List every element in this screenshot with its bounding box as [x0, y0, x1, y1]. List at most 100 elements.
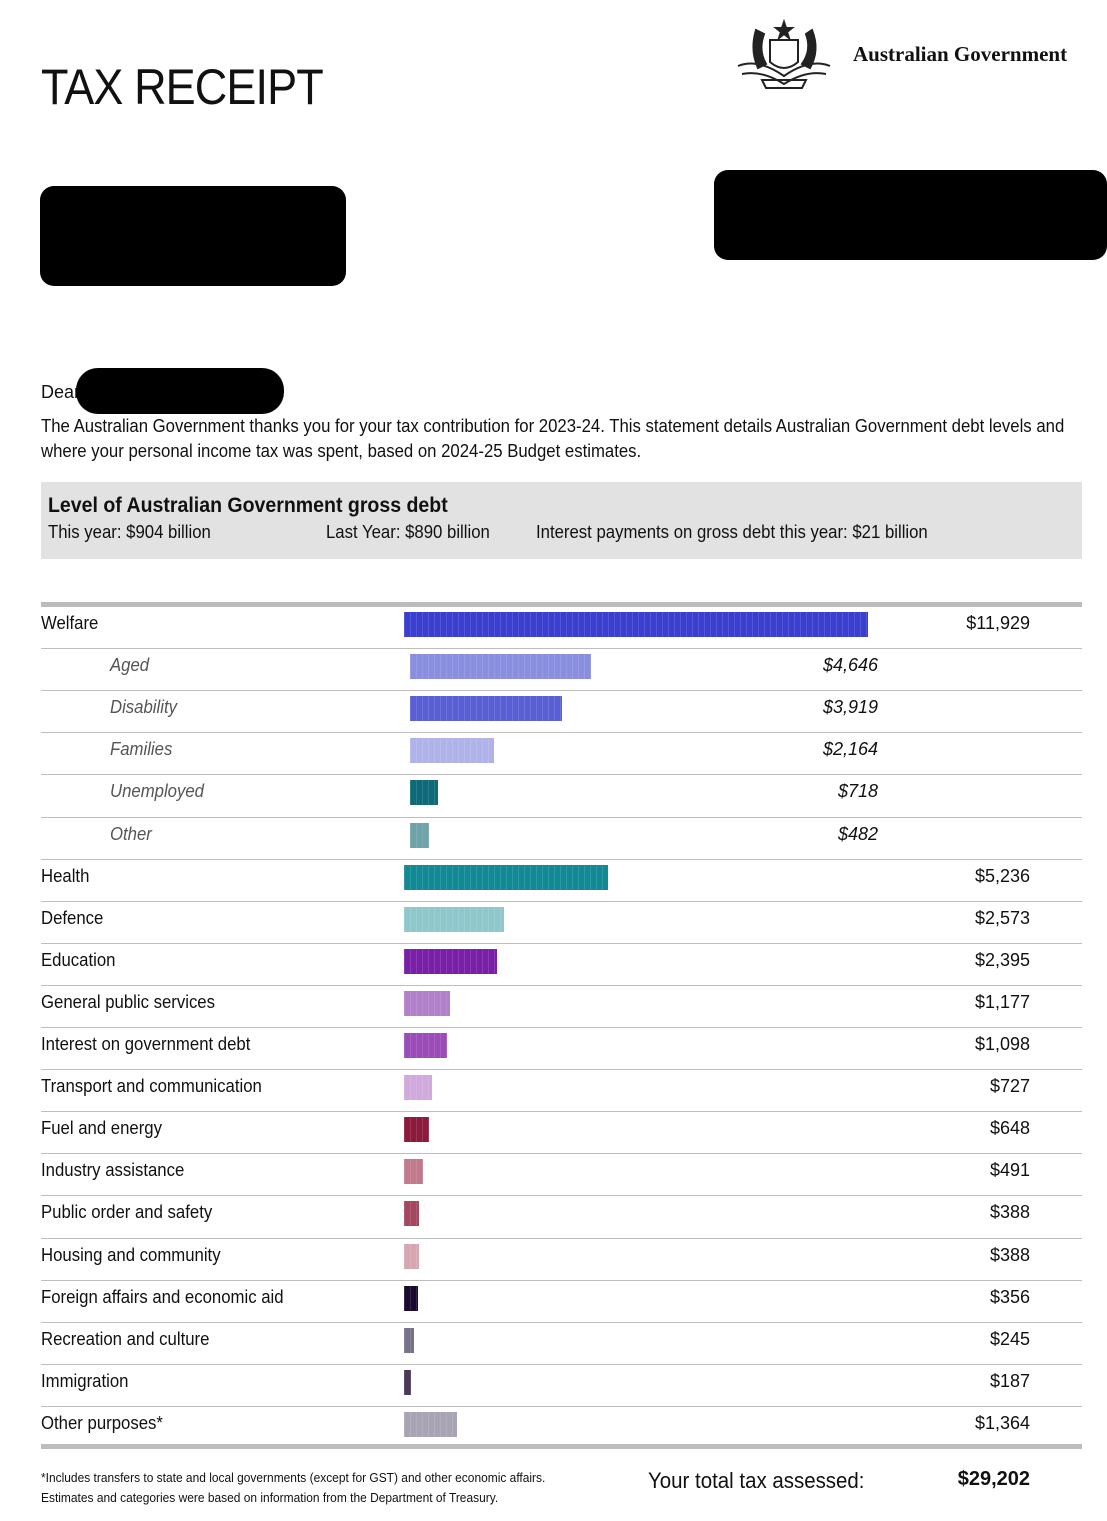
row-label: Recreation and culture	[41, 1328, 210, 1349]
row-label: Fuel and energy	[41, 1118, 162, 1139]
row-divider	[41, 690, 1082, 692]
row-amount: $1,098	[974, 1034, 1030, 1054]
row-divider	[41, 1279, 1082, 1281]
row-label: Welfare	[41, 613, 99, 633]
row-divider	[41, 648, 1082, 650]
row-divider	[41, 1363, 1082, 1365]
row-amount: $5,236	[974, 865, 1030, 886]
title: TAX RECEIPT	[41, 59, 324, 115]
row-amount: $1,177	[974, 991, 1030, 1012]
row-amount: $4,646	[822, 655, 878, 676]
row-amount: $491	[989, 1160, 1030, 1181]
row-label: Public order and safety	[41, 1202, 213, 1223]
row-label: Aged	[110, 655, 150, 676]
row-label: Foreign affairs and economic aid	[41, 1286, 284, 1307]
row-amount: $388	[989, 1244, 1030, 1265]
bar	[410, 780, 438, 806]
row-label: General public services	[41, 991, 215, 1012]
footnote: *Includes transfers to state and local g…	[41, 1468, 545, 1508]
bar	[410, 654, 591, 680]
row-amount: $356	[989, 1286, 1030, 1307]
debt-box: Level of Australian Government gross deb…	[41, 482, 1082, 559]
bar	[404, 948, 498, 974]
row-amount: $482	[837, 823, 878, 844]
row-label: Families	[110, 739, 173, 760]
row-amount: $718	[837, 781, 878, 802]
bar	[404, 1285, 418, 1311]
row-label: Defence	[41, 907, 104, 928]
row-label: Other purposes*	[41, 1412, 163, 1433]
row-divider	[41, 1069, 1082, 1071]
row-amount: $727	[989, 1076, 1030, 1097]
row-divider	[41, 900, 1082, 902]
total: $29,202	[957, 1468, 1030, 1490]
bar	[410, 696, 563, 722]
bar	[404, 1369, 412, 1395]
row-label: Unemployed	[110, 781, 204, 802]
total-label: Your total tax assessed:	[648, 1468, 865, 1493]
row-divider	[41, 732, 1082, 734]
bar	[404, 990, 450, 1016]
footnote-line: *Includes transfers to state and local g…	[41, 1470, 546, 1485]
logo-text: Australian Government	[853, 42, 1068, 66]
bar	[404, 1117, 430, 1143]
bar	[404, 1411, 458, 1437]
row-amount: $2,164	[822, 739, 878, 760]
debt-interest: Interest payments on gross debt this yea…	[536, 522, 928, 542]
row-label: Industry assistance	[41, 1160, 185, 1181]
row-divider	[41, 1237, 1082, 1239]
bar	[404, 906, 505, 932]
row-label: Other	[110, 823, 152, 844]
row-divider	[41, 774, 1082, 776]
bar	[404, 1327, 414, 1353]
row-divider	[41, 816, 1082, 818]
row-label: Transport and communication	[41, 1076, 262, 1097]
bar	[404, 1243, 420, 1269]
row-divider	[41, 1195, 1082, 1197]
row-amount: $187	[989, 1370, 1030, 1391]
table-rule	[41, 602, 1082, 607]
row-divider	[41, 1111, 1082, 1113]
footnote-line: Estimates and categories were based on i…	[41, 1490, 499, 1505]
bar	[404, 612, 869, 637]
debt-title: Level of Australian Government gross deb…	[48, 494, 448, 517]
row-label: Interest on government debt	[41, 1034, 251, 1054]
row-divider	[41, 1153, 1082, 1155]
redaction	[714, 170, 1107, 260]
greeting: Dear	[41, 382, 81, 402]
row-amount: $1,364	[974, 1412, 1030, 1433]
row-divider	[41, 1027, 1082, 1028]
row-amount: $2,395	[974, 949, 1030, 970]
row-amount: $245	[989, 1328, 1030, 1349]
debt-last-year: Last Year: $890 billion	[326, 522, 490, 542]
bar	[404, 1033, 447, 1058]
bar	[410, 822, 429, 848]
redaction	[76, 368, 284, 414]
row-divider	[41, 858, 1082, 860]
row-divider	[41, 984, 1082, 986]
bar	[404, 1075, 433, 1101]
bar	[404, 1201, 420, 1227]
table-rule	[41, 1444, 1082, 1449]
row-label: Disability	[110, 697, 177, 718]
bar	[404, 1159, 424, 1185]
row-amount: $648	[989, 1118, 1030, 1139]
row-label: Education	[41, 949, 116, 970]
row-label: Housing and community	[41, 1244, 221, 1265]
bar	[410, 738, 495, 764]
letter-body: The Australian Government thanks you for…	[41, 416, 1065, 461]
row-amount: $2,573	[974, 907, 1030, 928]
row-divider	[41, 942, 1082, 944]
row-amount: $11,929	[966, 613, 1030, 633]
redaction	[40, 186, 346, 286]
row-label: Health	[41, 865, 90, 886]
crest	[737, 18, 831, 89]
row-label: Immigration	[41, 1370, 129, 1391]
bar	[404, 864, 608, 890]
row-divider	[41, 1405, 1082, 1407]
row-divider	[41, 1321, 1082, 1323]
row-amount: $388	[989, 1202, 1030, 1223]
row-amount: $3,919	[822, 697, 878, 718]
debt-this-year: This year: $904 billion	[48, 522, 211, 542]
